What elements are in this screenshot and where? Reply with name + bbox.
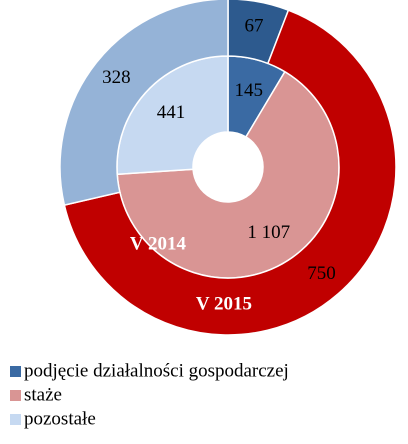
- data-label: 1 107: [247, 222, 290, 243]
- legend-label: staże: [24, 384, 62, 405]
- legend-swatch: [10, 414, 21, 425]
- data-label: 67: [245, 15, 264, 36]
- legend-label: pozostałe: [24, 408, 96, 429]
- series-name: V 2014: [130, 233, 187, 254]
- legend-swatch: [10, 366, 21, 377]
- data-label: 328: [102, 67, 131, 88]
- series-name: V 2015: [196, 293, 252, 314]
- donut-slice: [59, 0, 229, 207]
- data-label: 441: [157, 102, 186, 123]
- legend-label: podjęcie działalności gospodarczej: [24, 360, 289, 381]
- donut-slice: [63, 9, 397, 336]
- legend-swatch: [10, 390, 21, 401]
- data-label: 750: [307, 263, 336, 284]
- data-label: 145: [234, 80, 263, 101]
